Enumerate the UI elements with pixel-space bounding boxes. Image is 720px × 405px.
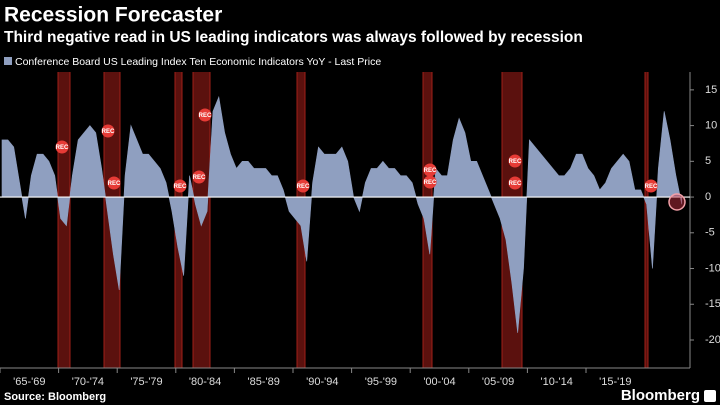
rec-marker: REC [508, 176, 522, 190]
rec-marker-dot [173, 179, 187, 193]
area [1, 95, 683, 333]
rec-marker: REC [423, 163, 437, 177]
rec-marker-label: REC [509, 181, 522, 187]
x-tick-label: '70-'74 [72, 376, 104, 388]
y-tick-label: 15 [705, 84, 717, 96]
chart-subtitle: Third negative read in US leading indica… [4, 29, 583, 46]
rec-marker-label: REC [199, 113, 212, 119]
rec-marker-label: REC [297, 184, 310, 190]
rec-marker: REC [423, 175, 437, 189]
x-tick-label: '05-'09 [482, 376, 514, 388]
chart-title: Recession Forecaster [4, 4, 222, 27]
rec-marker-dot [644, 179, 658, 193]
legend-label: Conference Board US Leading Index Ten Ec… [15, 56, 381, 68]
y-tick-label: -20 [705, 334, 720, 346]
y-tick-label: -5 [705, 227, 715, 239]
brand: Bloomberg [621, 387, 700, 404]
rec-marker-dot [508, 176, 522, 190]
rec-marker-dot [423, 175, 437, 189]
x-tick-label: '85-'89 [248, 376, 280, 388]
rec-marker-dot [198, 108, 212, 122]
rec-marker-dot [192, 170, 206, 184]
rec-marker-label: REC [424, 180, 437, 186]
rec-marker: REC [296, 179, 310, 193]
rec-marker-dot [296, 179, 310, 193]
x-tick-label: '90-'94 [306, 376, 338, 388]
rec-marker-dot [101, 124, 115, 138]
rec-marker-label: REC [174, 184, 187, 190]
rec-marker: REC [107, 176, 121, 190]
rec-marker-dot [508, 154, 522, 168]
rec-marker-dot [107, 176, 121, 190]
source: Source: Bloomberg [4, 391, 106, 403]
x-tick-label: '80-'84 [189, 376, 221, 388]
highlight-circle [668, 193, 686, 211]
rec-marker-label: REC [424, 168, 437, 174]
rec-marker: REC [173, 179, 187, 193]
rec-marker: REC [198, 108, 212, 122]
rec-marker-label: REC [509, 159, 522, 165]
rec-marker: REC [55, 140, 69, 154]
brand-icon [704, 390, 716, 402]
y-tick-label: 10 [705, 120, 717, 132]
rec-marker: REC [644, 179, 658, 193]
rec-marker-dot [55, 140, 69, 154]
recession-bands [57, 72, 649, 368]
y-tick-label: 5 [705, 155, 711, 167]
x-tick-label: '00-'04 [423, 376, 455, 388]
x-tick-label: '15-'19 [599, 376, 631, 388]
rec-marker-label: REC [193, 175, 206, 181]
rec-marker: REC [101, 124, 115, 138]
y-tick-label: -15 [705, 298, 720, 310]
x-tick-label: '95-'99 [365, 376, 397, 388]
rec-marker-dot [423, 163, 437, 177]
legend-swatch [4, 57, 12, 65]
rec-marker-label: REC [645, 184, 658, 190]
x-tick-label: '10-'14 [541, 376, 573, 388]
recession-band [645, 72, 648, 368]
y-tick-label: 0 [705, 191, 711, 203]
plot-area [1, 95, 683, 333]
y-tick-label: -10 [705, 262, 720, 274]
x-tick-label: '65-'69 [13, 376, 45, 388]
x-tick-label: '75-'79 [130, 376, 162, 388]
rec-marker: REC [192, 170, 206, 184]
rec-marker-label: REC [56, 145, 69, 151]
rec-marker-label: REC [102, 129, 115, 135]
rec-marker: REC [508, 154, 522, 168]
rec-marker-label: REC [108, 181, 121, 187]
